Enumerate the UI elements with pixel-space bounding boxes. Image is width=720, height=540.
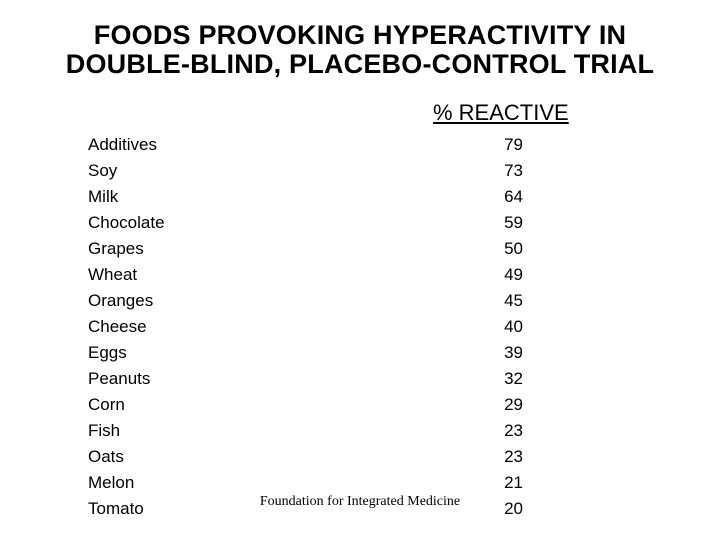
food-label: Melon (88, 473, 135, 492)
food-label: Tomato (88, 499, 144, 518)
food-label: Grapes (88, 239, 144, 258)
reactive-value: 49 (504, 265, 523, 284)
reactive-value: 79 (504, 135, 523, 154)
food-label: Fish (88, 421, 121, 440)
table-row: Chocolate 59 (88, 210, 523, 236)
table-row: Additives 79 (88, 132, 523, 158)
table-row: Peanuts 32 (88, 366, 523, 392)
food-label: Additives (88, 135, 157, 154)
reactive-value: 50 (504, 239, 523, 258)
food-label: Eggs (88, 343, 127, 362)
table-row: Eggs 39 (88, 340, 523, 366)
reactive-value: 59 (504, 213, 523, 232)
footer-credit: Foundation for Integrated Medicine (259, 494, 461, 509)
food-label: Oranges (88, 291, 154, 310)
food-label: Peanuts (88, 369, 151, 388)
reactive-value: 39 (504, 343, 523, 362)
food-label: Soy (88, 161, 118, 180)
table-row: Oats 23 (88, 444, 523, 470)
slide-title-line-2: DOUBLE-BLIND, PLACEBO-CONTROL TRIAL (65, 49, 655, 79)
table-row: Oranges 45 (88, 288, 523, 314)
food-label: Corn (88, 395, 125, 414)
slide-title-line-1: FOODS PROVOKING HYPERACTIVITY IN (93, 20, 627, 50)
reactive-value: 21 (504, 473, 523, 492)
table-row: Melon 21 (88, 470, 523, 496)
food-label: Chocolate (88, 213, 165, 232)
reactive-value: 64 (504, 187, 523, 206)
table-row: Wheat 49 (88, 262, 523, 288)
food-label: Cheese (88, 317, 147, 336)
table-row: Cheese 40 (88, 314, 523, 340)
table-row: Grapes 50 (88, 236, 523, 262)
food-table: Additives 79 Soy 73 Milk 64 Chocolate 59… (88, 132, 523, 522)
reactive-value: 20 (504, 499, 523, 518)
food-label: Wheat (88, 265, 138, 284)
reactive-column-header: % REACTIVE (433, 100, 569, 125)
table-row: Milk 64 (88, 184, 523, 210)
table-row: Corn 29 (88, 392, 523, 418)
reactive-value: 73 (504, 161, 523, 180)
reactive-value: 45 (504, 291, 523, 310)
reactive-value: 23 (504, 447, 523, 466)
table-row: Fish 23 (88, 418, 523, 444)
reactive-value: 29 (504, 395, 523, 414)
reactive-value: 32 (504, 369, 523, 388)
table-row: Tomato 20 (88, 496, 523, 522)
reactive-value: 23 (504, 421, 523, 440)
food-label: Oats (88, 447, 124, 466)
table-row: Soy 73 (88, 158, 523, 184)
food-label: Milk (88, 187, 119, 206)
slide-title: FOODS PROVOKING HYPERACTIVITY IN DOUBLE-… (0, 21, 720, 79)
reactive-value: 40 (504, 317, 523, 336)
